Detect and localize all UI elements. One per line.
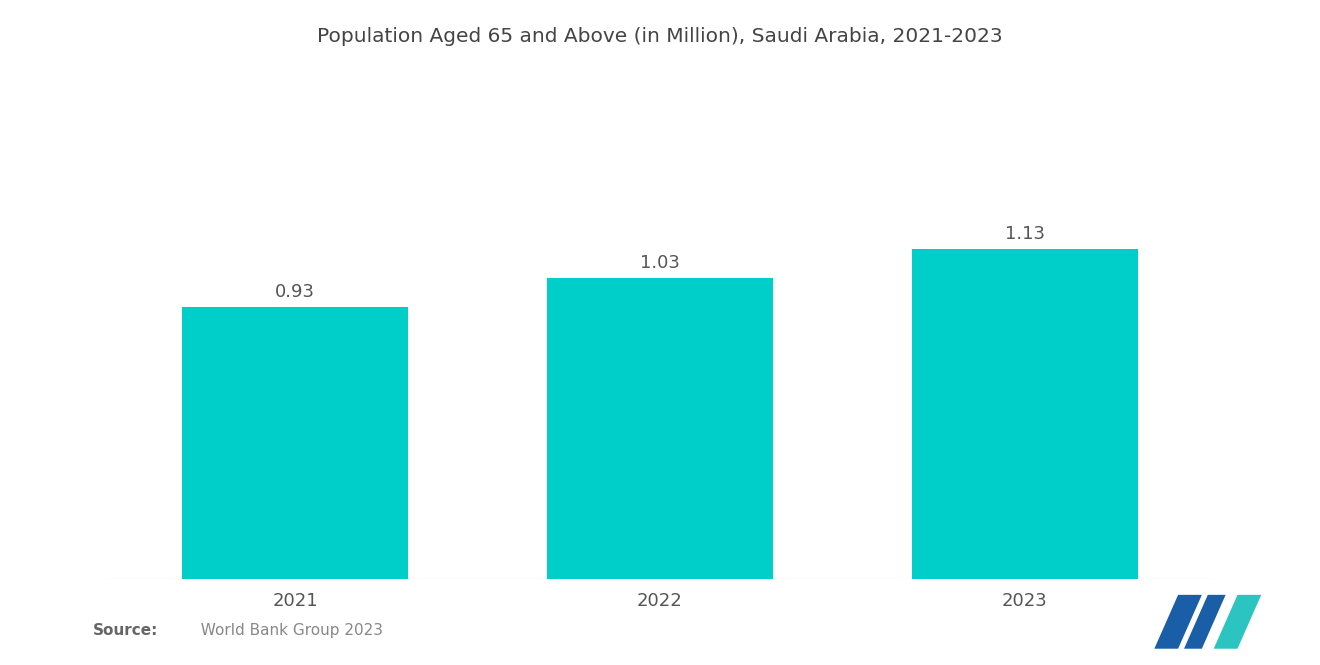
Polygon shape bbox=[1214, 595, 1262, 649]
Bar bbox=[182, 307, 408, 579]
Text: 1.03: 1.03 bbox=[640, 254, 680, 272]
Text: 0.93: 0.93 bbox=[276, 283, 315, 301]
Bar bbox=[912, 249, 1138, 579]
Text: 1.13: 1.13 bbox=[1005, 225, 1044, 243]
Text: Population Aged 65 and Above (in Million), Saudi Arabia, 2021-2023: Population Aged 65 and Above (in Million… bbox=[317, 27, 1003, 46]
Polygon shape bbox=[1154, 595, 1203, 649]
Text: Source:: Source: bbox=[92, 623, 158, 638]
Bar bbox=[546, 278, 774, 579]
Polygon shape bbox=[1184, 595, 1226, 649]
Text: World Bank Group 2023: World Bank Group 2023 bbox=[191, 623, 383, 638]
